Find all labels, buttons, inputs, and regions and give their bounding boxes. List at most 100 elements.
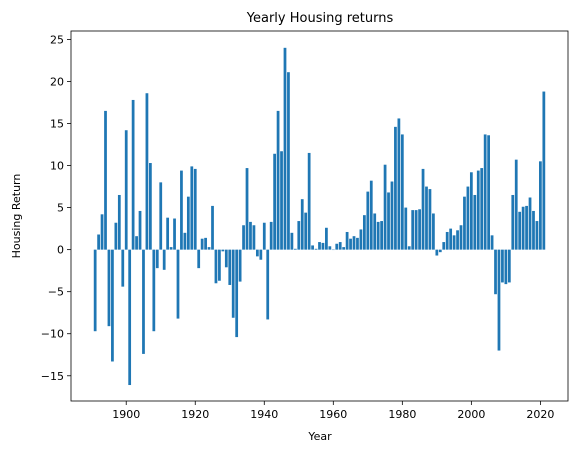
- y-tick-label: 10: [50, 160, 64, 173]
- bar: [421, 168, 425, 250]
- bar: [159, 182, 163, 250]
- bar: [145, 93, 149, 250]
- bar: [490, 235, 494, 250]
- bar: [469, 172, 473, 250]
- bar: [497, 249, 501, 351]
- bar: [204, 237, 207, 250]
- bar: [166, 217, 170, 250]
- bar: [193, 168, 197, 250]
- bar: [518, 211, 522, 250]
- bar: [494, 249, 497, 295]
- bar: [542, 91, 546, 250]
- bar: [400, 134, 404, 250]
- y-tick-label: −10: [41, 328, 64, 341]
- bar: [111, 249, 114, 362]
- bar: [459, 225, 463, 250]
- bar: [525, 205, 528, 250]
- bar: [418, 209, 421, 250]
- bar: [169, 247, 173, 250]
- bar: [287, 72, 290, 250]
- bar: [425, 186, 428, 250]
- bar: [255, 249, 259, 257]
- bar: [107, 249, 111, 327]
- bar: [245, 168, 249, 250]
- bar: [338, 242, 342, 250]
- bar: [359, 229, 363, 250]
- bar: [528, 197, 532, 250]
- bar: [521, 206, 525, 250]
- bar: [155, 249, 159, 269]
- bar: [114, 222, 118, 250]
- bar: [200, 238, 204, 250]
- bar: [304, 212, 308, 250]
- bar: [186, 196, 190, 250]
- bar: [242, 225, 245, 250]
- bar: [162, 249, 166, 270]
- bar: [387, 192, 390, 250]
- bar: [445, 231, 449, 250]
- bar: [138, 210, 142, 250]
- bar: [404, 207, 408, 250]
- x-axis-label: Year: [307, 430, 332, 443]
- bar: [259, 249, 263, 260]
- y-axis-ticks: −15 −10 −5 0 5 10 15 20 25: [41, 33, 71, 383]
- bar: [262, 222, 266, 250]
- bar: [300, 199, 304, 250]
- bar: [290, 232, 294, 250]
- bar: [293, 248, 297, 250]
- y-axis-label: Housing Return: [10, 174, 23, 259]
- bars-group: [93, 47, 546, 386]
- bar: [100, 214, 104, 250]
- bar: [149, 163, 152, 250]
- bar: [269, 221, 273, 250]
- bar: [321, 242, 325, 250]
- x-tick-label: 1900: [112, 408, 140, 421]
- bar: [514, 159, 518, 250]
- bar: [117, 194, 121, 250]
- bar: [483, 134, 487, 250]
- bar: [335, 243, 339, 250]
- bar: [356, 237, 359, 250]
- bar: [432, 213, 435, 250]
- bar: [435, 249, 439, 256]
- bar: [142, 249, 145, 354]
- bar: [473, 194, 477, 250]
- bar: [328, 246, 332, 250]
- bar: [487, 135, 490, 250]
- bar: [180, 170, 183, 250]
- bar: [214, 249, 218, 284]
- bar: [325, 227, 328, 250]
- x-tick-label: 1980: [388, 408, 416, 421]
- bar: [276, 110, 280, 250]
- bar: [362, 215, 366, 250]
- y-tick-label: 5: [57, 202, 64, 215]
- bar: [535, 221, 539, 250]
- bar: [224, 249, 228, 268]
- bar: [397, 118, 401, 250]
- x-tick-label: 2020: [526, 408, 554, 421]
- bar: [280, 151, 283, 250]
- bar: [183, 232, 187, 250]
- bar: [476, 170, 480, 250]
- bar: [297, 221, 301, 250]
- bar: [283, 47, 287, 250]
- bar: [414, 210, 418, 250]
- bar: [507, 249, 511, 283]
- bar: [376, 221, 380, 250]
- bar: [131, 99, 135, 250]
- chart-title: Yearly Housing returns: [246, 11, 394, 26]
- bar: [211, 205, 214, 250]
- bar: [231, 249, 235, 318]
- bar: [428, 189, 432, 250]
- bar: [252, 225, 256, 250]
- plot-frame: [70, 30, 569, 402]
- bar: [314, 248, 318, 250]
- x-axis-ticks: 1900 1920 1940 1960 1980 2000 2020: [112, 401, 554, 421]
- bar: [438, 249, 442, 253]
- bar: [345, 231, 349, 250]
- bar: [442, 242, 446, 250]
- bar: [504, 249, 508, 285]
- bar: [176, 249, 180, 319]
- y-tick-label: −15: [41, 370, 64, 383]
- y-tick-label: 15: [50, 118, 64, 131]
